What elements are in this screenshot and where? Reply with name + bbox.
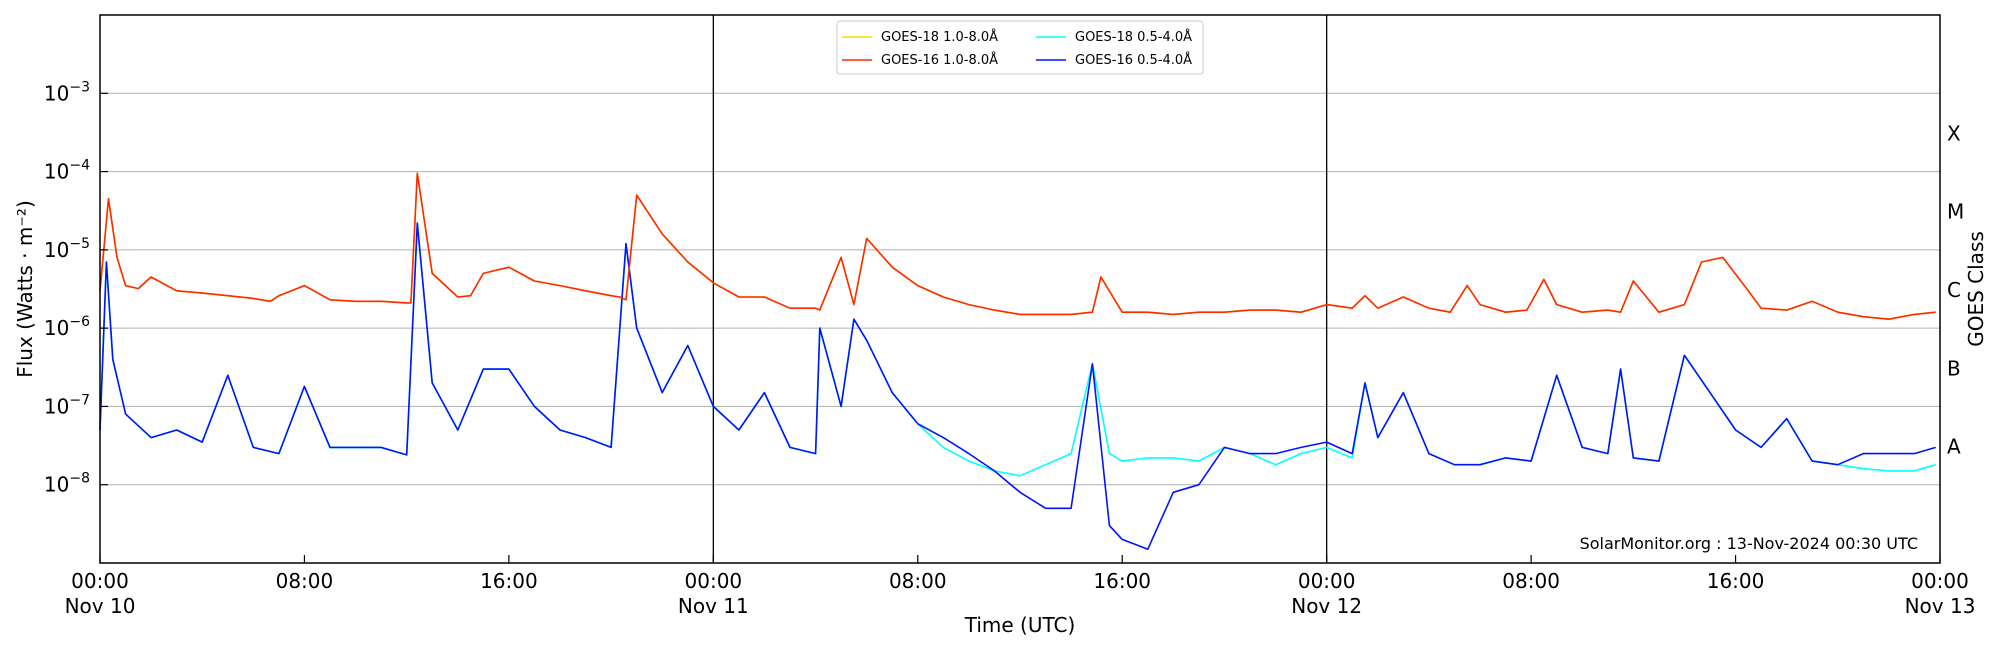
series-line [99,222,1936,477]
x-tick-time-label: 16:00 [1093,569,1151,593]
x-tick-time-label: 16:00 [1707,569,1765,593]
day-dividers [712,15,1328,563]
y-tick-base: 10 [44,394,69,418]
series-line [99,172,1936,321]
series-line [99,172,1936,321]
y2-axis-title: GOES Class [1964,231,1988,347]
series-line [99,222,1936,551]
y-tick-exponent: −3 [69,79,90,95]
y-axis-title: Flux (Watts · m⁻²) [13,200,37,378]
y-tick-label: 10−3 [44,79,90,105]
y-tick-base: 10 [44,473,69,497]
x-tick-day-label: Nov 12 [1291,594,1362,618]
y-tick-base: 10 [44,316,69,340]
goes-class-label: M [1947,200,1964,224]
legend-label-goes18-long: GOES-18 1.0-8.0Å [881,29,998,45]
goes-class-label: C [1947,278,1961,302]
goes-class-label: B [1947,356,1961,380]
legend-label-goes16-short: GOES-16 0.5-4.0Å [1075,52,1192,68]
goes-class-labels: A B C M X [1947,121,1964,458]
y-tick-label: 10−6 [44,314,90,340]
y-tick-label: 10−4 [44,158,90,184]
x-tick-time-label: 00:00 [685,569,743,593]
y-tick-exponent: −4 [69,158,90,174]
x-tick-time-label: 08:00 [1502,569,1560,593]
y-tick-exponent: −5 [69,236,90,252]
y-tick-base: 10 [44,81,69,105]
legend-box [836,20,1204,75]
grid-lines [100,92,1940,486]
y-tick-exponent: −8 [69,471,90,487]
x-tick-time-label: 16:00 [480,569,538,593]
x-tick-time-label: 08:00 [889,569,947,593]
y-tick-exponent: −7 [69,392,90,408]
y-axis-ticks: 10−810−710−610−510−410−3 [44,79,108,497]
y-tick-label: 10−8 [44,471,90,497]
legend: GOES-18 1.0-8.0Å GOES-16 1.0-8.0Å GOES-1… [836,20,1204,75]
x-tick-time-label: 00:00 [71,569,129,593]
x-tick-day-label: Nov 13 [1905,594,1976,618]
goes-class-label: A [1947,435,1961,459]
x-tick-day-label: Nov 11 [678,594,749,618]
series-lines [99,172,1936,551]
watermark-text: SolarMonitor.org : 13-Nov-2024 00:30 UTC [1580,534,1918,553]
x-tick-time-label: 00:00 [1298,569,1356,593]
legend-label-goes16-long: GOES-16 1.0-8.0Å [881,52,998,68]
y-tick-label: 10−7 [44,392,90,418]
x-axis-title: Time (UTC) [964,613,1076,637]
x-tick-time-label: 08:00 [276,569,334,593]
y-tick-base: 10 [44,238,69,262]
x-tick-day-label: Nov 10 [65,594,136,618]
legend-label-goes18-short: GOES-18 0.5-4.0Å [1075,29,1192,45]
x-tick-time-label: 00:00 [1911,569,1969,593]
y-tick-base: 10 [44,160,69,184]
plot-frame [99,14,1941,564]
y-tick-label: 10−5 [44,236,90,262]
goes-class-label: X [1947,121,1961,145]
y-tick-exponent: −6 [69,314,90,330]
